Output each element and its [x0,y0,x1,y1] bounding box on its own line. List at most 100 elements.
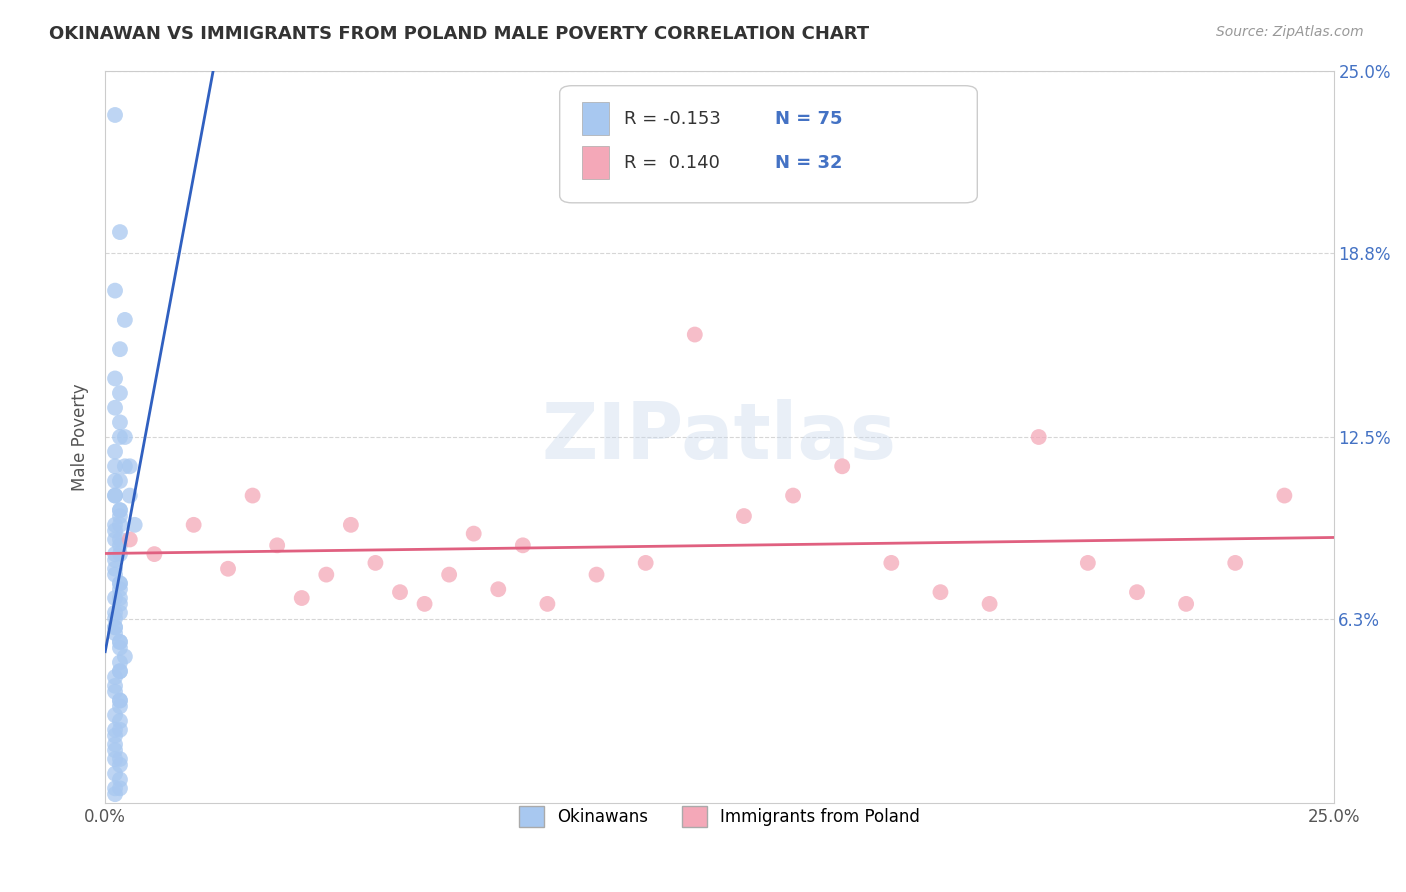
Point [108,533,131,547]
Point [108,772,131,787]
Point [114,430,136,444]
Point [388,585,411,599]
Point [585,567,607,582]
Point [437,567,460,582]
Point [104,567,127,582]
Bar [582,146,609,179]
Point [104,781,127,796]
Point [104,670,127,684]
Point [118,459,141,474]
Point [118,489,141,503]
Point [108,430,131,444]
Point [1028,430,1050,444]
Point [413,597,436,611]
Point [463,526,485,541]
Point [536,597,558,611]
Point [124,517,146,532]
Text: N = 32: N = 32 [775,153,842,171]
Text: R =  0.140: R = 0.140 [623,153,720,171]
Point [340,517,363,532]
Point [242,489,264,503]
Point [1077,556,1099,570]
Point [217,562,239,576]
Point [108,503,131,517]
Point [108,606,131,620]
Point [104,626,127,640]
Point [118,533,141,547]
Point [104,679,127,693]
Point [104,684,127,698]
Point [108,225,131,239]
Point [1175,597,1198,611]
Point [486,582,509,597]
Point [104,620,127,634]
Point [104,533,127,547]
Point [104,620,127,634]
Point [104,743,127,757]
Point [108,635,131,649]
Point [291,591,314,605]
Point [108,714,131,728]
Point [108,752,131,766]
Point [108,582,131,597]
Point [104,547,127,561]
Point [114,649,136,664]
Point [108,591,131,605]
Point [104,459,127,474]
Bar [582,103,609,135]
Point [104,489,127,503]
Point [634,556,657,570]
Point [104,729,127,743]
Point [104,606,127,620]
Point [108,664,131,678]
Point [114,313,136,327]
Point [104,553,127,567]
Point [108,474,131,488]
Point [108,509,131,524]
Point [108,538,131,552]
FancyBboxPatch shape [560,86,977,202]
Point [104,524,127,538]
Text: ZIPatlas: ZIPatlas [541,399,897,475]
Point [104,611,127,625]
Point [831,459,853,474]
Point [104,562,127,576]
Point [512,538,534,552]
Point [104,787,127,801]
Point [108,693,131,707]
Point [108,758,131,772]
Point [108,342,131,356]
Point [104,591,127,605]
Point [108,576,131,591]
Point [782,489,804,503]
Point [104,371,127,385]
Point [364,556,387,570]
Point [104,489,127,503]
Point [104,752,127,766]
Point [104,517,127,532]
Text: Source: ZipAtlas.com: Source: ZipAtlas.com [1216,25,1364,39]
Point [929,585,952,599]
Point [104,474,127,488]
Point [104,284,127,298]
Point [108,416,131,430]
Point [143,547,166,561]
Point [108,640,131,655]
Point [108,664,131,678]
Text: OKINAWAN VS IMMIGRANTS FROM POLAND MALE POVERTY CORRELATION CHART: OKINAWAN VS IMMIGRANTS FROM POLAND MALE … [49,25,869,43]
Text: R = -0.153: R = -0.153 [623,110,720,128]
Point [979,597,1001,611]
Point [104,738,127,752]
Point [183,517,205,532]
Point [1274,489,1296,503]
Point [1126,585,1149,599]
Point [108,699,131,714]
Point [104,723,127,737]
Point [108,576,131,591]
Point [1225,556,1247,570]
Point [108,503,131,517]
Point [108,386,131,401]
Point [683,327,706,342]
Point [104,444,127,458]
Point [108,597,131,611]
